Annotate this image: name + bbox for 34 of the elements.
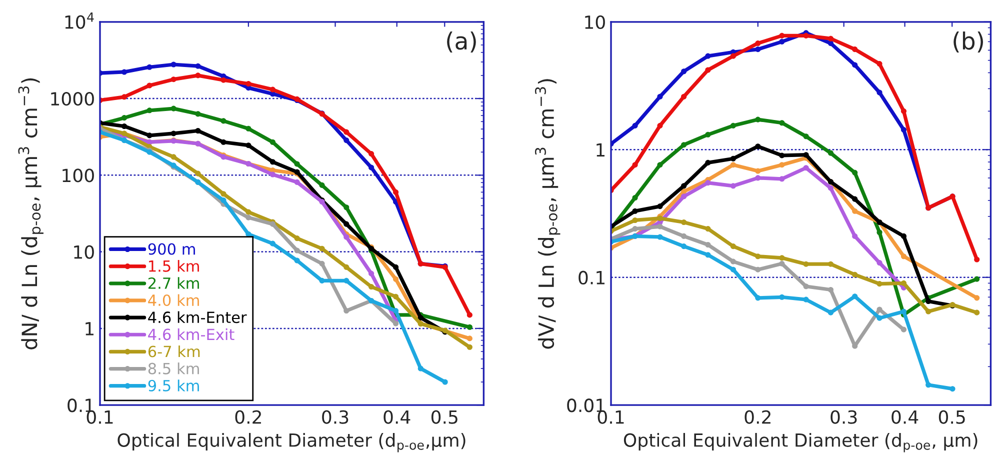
legend-label: 4.6 km-Exit [148,328,234,340]
y-axis-title: dN/ d Ln (d$_{p‑oe}$, µm$^{3}$ cm$^{−3}$) [18,78,44,350]
y-tick-label: 0.01 [567,398,604,412]
y-tick-label: 10 [74,245,94,259]
x-tick-label: 0.3 [322,410,348,424]
x-tick-label: 0.4 [384,410,410,424]
legend-label: 4.0 km [148,294,199,306]
x-tick-label: 0.5 [938,410,965,424]
legend-label: 9.5 km [148,380,199,392]
x-tick-label: 0.1 [598,410,624,424]
legend-label: 2.7 km [148,277,199,289]
annotation: (b) [954,31,983,53]
y-tick-label: 100 [62,168,94,182]
x-tick-label: 0.3 [830,410,857,424]
legend-label: 4.6 km-Enter [148,311,247,324]
y-tick-label: 1 [596,143,604,156]
legend-label: 8.5 km [148,362,199,374]
legend-label: 900 m [148,243,195,255]
legend-label: 1.5 km [149,260,199,272]
x-tick-label: 0.4 [892,410,918,424]
y-axis-title: dV/ d Ln (d$_{p‑oe}$, µm$^{3}$ cm$^{−3}$) [534,79,560,349]
x-axis-title: Optical Equivalent Diameter (d$_{p‑oe}$, µm) [624,432,978,452]
y-tick-label: 1 [86,322,94,336]
y-tick-label: 10$^{4}$ [65,12,94,29]
y-tick-label: 0.1 [578,270,604,284]
x-tick-label: 0.2 [235,410,261,424]
annotation: (a) [447,32,476,53]
x-axis-title: Optical Equivalent Diameter (d$_{p‑oe}$,µm) [118,432,466,452]
x-tick-label: 0.5 [431,410,458,424]
x-tick-label: 0.2 [744,410,770,424]
x-tick-label: 0.1 [86,410,113,424]
legend-label: 6-7 km [148,345,200,358]
y-tick-label: 1000 [51,92,94,106]
y-tick-label: 10 [585,15,605,30]
